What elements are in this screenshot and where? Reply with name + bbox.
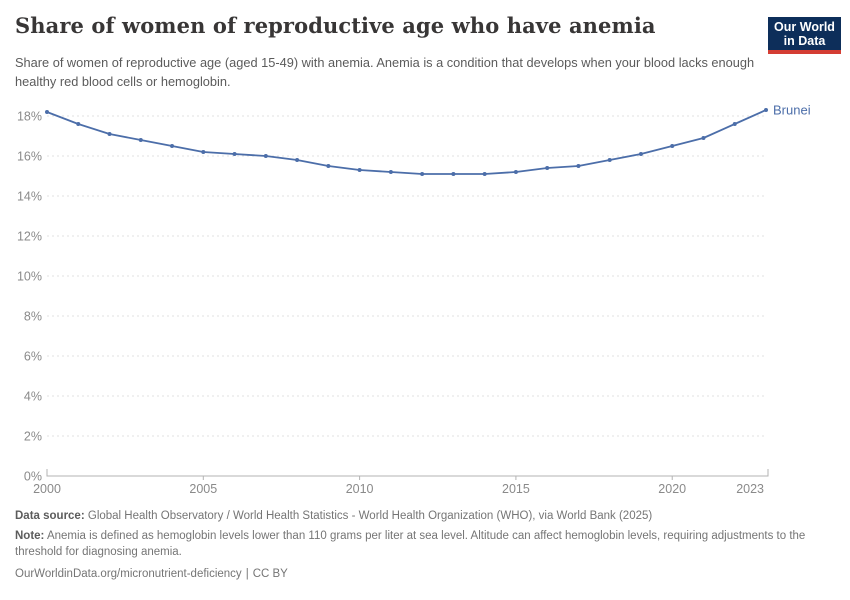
chart-subtitle: Share of women of reproductive age (aged… [15, 55, 755, 89]
y-tick-label-10: 10% [17, 270, 42, 284]
y-tick-label-16: 16% [17, 150, 42, 164]
data-point-2003[interactable] [138, 138, 143, 142]
data-source-text: Global Health Observatory / World Health… [87, 510, 653, 522]
data-point-2001[interactable] [76, 122, 81, 126]
x-tick-label-2005: 2005 [189, 482, 217, 496]
owid-logo-line2: in Data [783, 34, 826, 48]
data-source-label: Data source: [15, 510, 85, 522]
series-label-brunei[interactable]: Brunei [773, 103, 811, 118]
data-point-2007[interactable] [263, 154, 268, 158]
chart-footer: Data source: Global Health Observatory /… [15, 508, 829, 582]
data-point-2015[interactable] [513, 170, 518, 174]
y-tick-label-12: 12% [17, 230, 42, 244]
x-tick-label-2015: 2015 [502, 482, 530, 496]
note-text: Anemia is defined as hemoglobin levels l… [15, 530, 806, 558]
x-tick-label-2023: 2023 [736, 482, 764, 496]
owid-logo[interactable]: Our World in Data [768, 17, 841, 54]
attribution-separator: | [245, 568, 249, 580]
page-title: Share of women of reproductive age who h… [15, 13, 656, 38]
x-axis-line [46, 469, 769, 477]
data-point-2013[interactable] [451, 172, 456, 176]
owid-logo-line1: Our World [774, 20, 835, 34]
note-row: Note: Anemia is defined as hemoglobin le… [15, 528, 829, 560]
data-point-2020[interactable] [670, 144, 675, 148]
data-point-2004[interactable] [170, 144, 175, 148]
data-point-2010[interactable] [357, 168, 362, 172]
y-tick-label-8: 8% [24, 310, 42, 324]
line-chart-svg: 0% 2% 4% 6% 8% 10% 12% 14% 16% 18% 2000 2005 2010 201… [17, 103, 811, 497]
data-source-row: Data source: Global Health Observatory /… [15, 508, 829, 524]
data-point-2000[interactable] [45, 110, 49, 114]
y-tick-label-6: 6% [24, 350, 42, 364]
y-tick-label-2: 2% [24, 430, 42, 444]
data-point-2012[interactable] [420, 172, 425, 176]
data-point-2023[interactable] [764, 108, 768, 112]
data-point-2002[interactable] [107, 132, 112, 136]
data-point-2006[interactable] [232, 152, 237, 156]
series-line-brunei[interactable] [46, 109, 767, 175]
data-point-2019[interactable] [638, 152, 643, 156]
data-point-2014[interactable] [482, 172, 487, 176]
x-tick-label-2000: 2000 [33, 482, 61, 496]
y-tick-label-4: 4% [24, 390, 42, 404]
data-point-2022[interactable] [732, 122, 737, 126]
data-point-2018[interactable] [607, 158, 612, 162]
data-point-2011[interactable] [388, 170, 393, 174]
note-label: Note: [15, 530, 45, 542]
y-tick-label-0: 0% [24, 470, 42, 484]
data-point-2016[interactable] [545, 166, 550, 170]
data-point-2021[interactable] [701, 136, 706, 140]
y-tick-label-18: 18% [17, 110, 42, 124]
owid-url-link[interactable]: OurWorldinData.org/micronutrient-deficie… [15, 568, 242, 580]
y-tick-label-14: 14% [17, 190, 42, 204]
license-label: CC BY [252, 568, 288, 580]
x-tick-label-2020: 2020 [658, 482, 686, 496]
chart-canvas[interactable]: 0% 2% 4% 6% 8% 10% 12% 14% 16% 18% 2000 2005 2010 201… [0, 95, 850, 505]
data-point-2005[interactable] [201, 150, 206, 154]
attribution-row: OurWorldinData.org/micronutrient-deficie… [15, 566, 829, 582]
x-tick-label-2010: 2010 [346, 482, 374, 496]
data-point-2009[interactable] [326, 164, 331, 168]
data-point-2008[interactable] [295, 158, 300, 162]
data-point-2017[interactable] [576, 164, 581, 168]
